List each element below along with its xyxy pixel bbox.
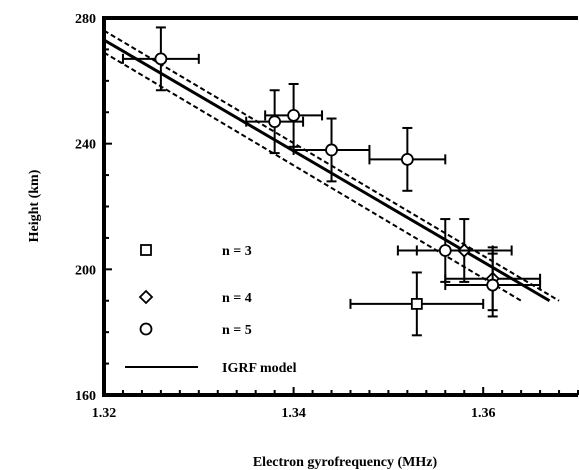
data-point-group xyxy=(368,126,447,192)
y-tick-label: 280 xyxy=(75,12,96,27)
data-point-group xyxy=(264,82,324,148)
legend-label: IGRF model xyxy=(222,361,297,376)
legend-circle-symbol xyxy=(139,322,153,336)
data-point-circle xyxy=(486,278,500,292)
legend-item: IGRF model xyxy=(125,361,297,376)
legend-diamond-symbol xyxy=(138,289,154,305)
x-tick-label: 1.32 xyxy=(92,406,117,421)
legend-label: n = 3 xyxy=(222,244,252,259)
igrf-model-line xyxy=(104,38,551,303)
data-point-group xyxy=(292,117,371,183)
legend-item: n = 5 xyxy=(139,322,252,338)
x-tick-label: 1.36 xyxy=(471,406,496,421)
data-point-group xyxy=(121,26,200,92)
y-tick-label: 200 xyxy=(75,263,96,278)
data-point-circle xyxy=(268,115,282,129)
data-point-group xyxy=(444,252,542,318)
x-axis-title: Electron gyrofrequency (MHz) xyxy=(253,455,438,470)
tick-labels: 160 200 240 280 1.32 1.34 1.36 xyxy=(75,12,495,421)
legend-label: n = 4 xyxy=(222,291,252,306)
data-point-circle xyxy=(438,244,452,257)
confidence-bound-line xyxy=(104,51,522,302)
data-point-circle xyxy=(287,108,301,122)
axes xyxy=(102,16,579,397)
data-points xyxy=(121,26,542,337)
x-tick-label: 1.34 xyxy=(281,406,306,421)
data-point-circle xyxy=(400,152,414,166)
data-point-group xyxy=(396,218,494,283)
data-point-group xyxy=(349,271,485,337)
y-tick-label: 240 xyxy=(75,138,96,153)
y-axis-title: Height (km) xyxy=(27,169,42,242)
data-point-square xyxy=(410,297,423,310)
legend-item: n = 3 xyxy=(140,244,252,259)
legend-item: n = 4 xyxy=(138,289,252,306)
y-tick-label: 160 xyxy=(75,389,96,404)
data-point-circle xyxy=(154,52,168,66)
legend-label: n = 5 xyxy=(222,323,252,338)
legend: n = 3 n = 4 n = 5 IGRF model xyxy=(125,244,297,376)
data-point-circle xyxy=(325,143,338,157)
legend-square-symbol xyxy=(140,244,152,256)
